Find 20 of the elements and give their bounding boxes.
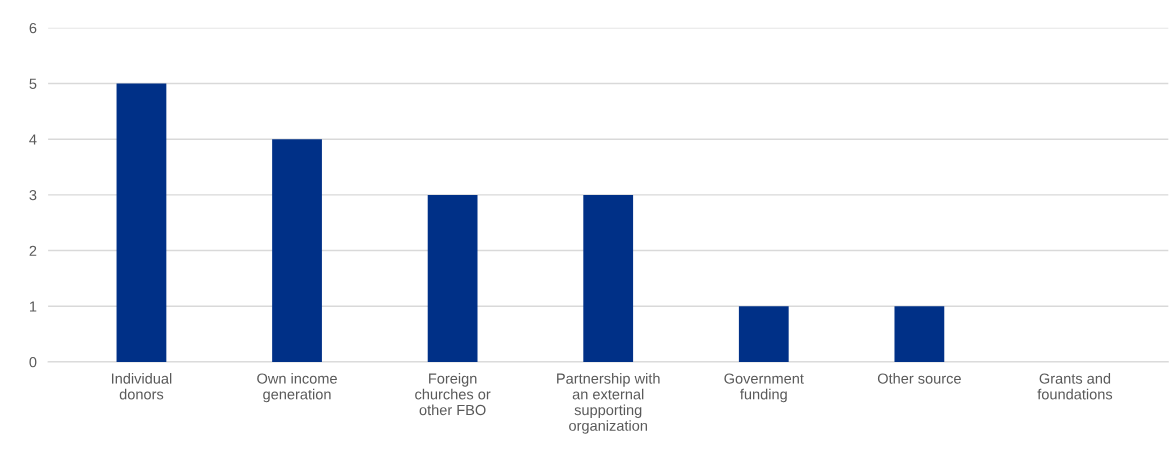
- x-tick-label: Own income generation: [257, 373, 337, 403]
- y-tick-label: 1: [29, 301, 37, 312]
- bar: [738, 306, 789, 362]
- y-tick-label: 3: [29, 189, 37, 201]
- x-tick-label: Grants and foundations: [1037, 373, 1113, 400]
- x-tick-label: Other source: [877, 373, 961, 384]
- y-tick-label: 6: [29, 22, 37, 34]
- bar: [583, 194, 634, 362]
- x-tick-label: Government funding: [724, 373, 804, 403]
- x-tick-label: Partnership with an external supporting organization: [557, 373, 660, 434]
- y-tick-label: 5: [29, 78, 37, 89]
- bar: [894, 306, 945, 362]
- x-tick-label: Individual donors: [111, 373, 172, 400]
- bar: [116, 83, 167, 362]
- x-tick-label: Foreign churches or other FBO: [415, 373, 491, 416]
- y-tick-label: 4: [29, 134, 37, 145]
- bar: [272, 139, 322, 362]
- y-tick-label: 0: [29, 357, 37, 368]
- bar: [427, 194, 478, 362]
- y-tick-label: 2: [29, 245, 37, 256]
